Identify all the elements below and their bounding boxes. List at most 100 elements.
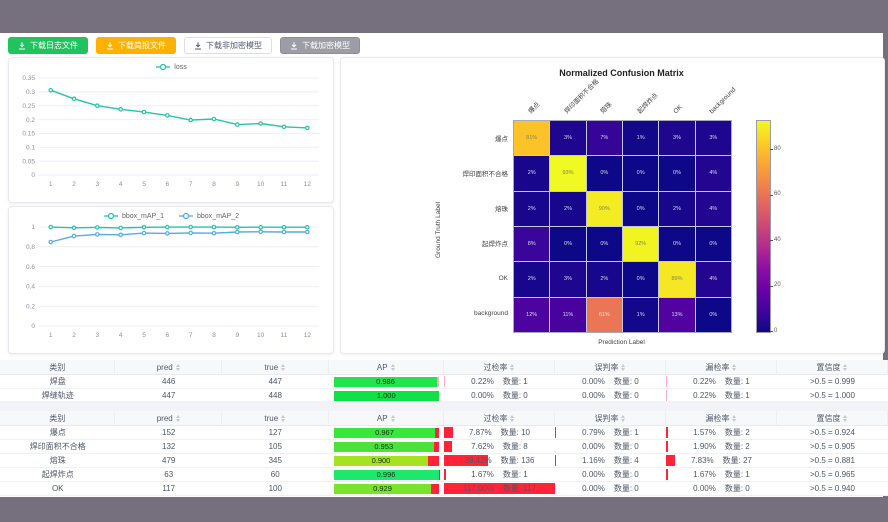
- matrix-cell-2-4: 2%: [659, 191, 695, 226]
- class-name: OK: [51, 484, 64, 493]
- legend-item-loss[interactable]: loss: [155, 63, 187, 71]
- svg-text:0: 0: [31, 323, 35, 330]
- metric-cell: 0.00% 数量: 0: [555, 482, 666, 495]
- sort-carets-icon[interactable]: [281, 414, 286, 422]
- metric-cell: 1.90% 数量: 2: [665, 440, 777, 453]
- colorbar-tick: [770, 240, 773, 242]
- metric-cell: 0.79% 数量: 1: [554, 426, 666, 439]
- legend-item-bbox_mAP_2[interactable]: bbox_mAP_2: [178, 212, 239, 220]
- table-cell: 39.42% 数量: 136: [443, 454, 555, 467]
- sort-carets-icon[interactable]: [621, 414, 626, 422]
- loss-chart-card: loss 0 0.05 0.1 0.15 0.2 0.25 0.3 0.35 1 2 3 4 5 6 7 8 9 1…: [8, 57, 334, 203]
- sort-carets-icon[interactable]: [390, 363, 395, 371]
- confidence-value: >0.5 = 0.881: [810, 456, 855, 465]
- column-header-pred[interactable]: pred: [115, 360, 222, 375]
- matrix-cell-2-5: 4%: [695, 191, 731, 226]
- table-cell: >0.5 = 0.924: [777, 426, 888, 439]
- matrix-cell-5-1: 11%: [550, 297, 586, 332]
- matrix-cell-4-0: 2%: [514, 262, 550, 297]
- legend-label: bbox_mAP_2: [197, 212, 240, 220]
- table-cell: 0.00% 数量: 0: [555, 389, 666, 402]
- svg-text:12: 12: [304, 181, 312, 188]
- ap-deficit-bar: [431, 483, 439, 494]
- table-cell: 7.62% 数量: 8: [443, 440, 555, 453]
- table-cell: 0.00% 数量: 0: [555, 375, 666, 388]
- metric-pct: 0.00%: [582, 484, 605, 493]
- table-row: 起焊炸点 63 60 0.996 1.67% 数量: 1 0.00% 数量: 0 1.67% 数量…: [0, 468, 888, 482]
- column-header-AP[interactable]: AP: [328, 411, 444, 426]
- column-header-label: true: [264, 413, 279, 423]
- window-chrome-bottom: [0, 497, 888, 522]
- confidence-value: >0.5 = 0.924: [810, 428, 855, 437]
- legend-item-bbox_mAP_1[interactable]: bbox_mAP_1: [103, 212, 164, 220]
- download-button-green[interactable]: 下载日志文件: [8, 37, 88, 54]
- column-header-label: 类别: [49, 362, 66, 372]
- sort-carets-icon[interactable]: [510, 414, 515, 422]
- table-cell: 0.00% 数量: 0: [555, 482, 666, 495]
- download-button-gray[interactable]: 下载加密模型: [280, 37, 360, 54]
- matrix-cell-5-3: 1%: [622, 297, 659, 332]
- column-header-label: 置信度: [816, 362, 841, 372]
- column-header-误判率[interactable]: 误判率: [554, 411, 666, 426]
- column-header-label: 过检率: [483, 413, 508, 423]
- sort-carets-icon[interactable]: [843, 414, 848, 422]
- column-header-置信度[interactable]: 置信度: [776, 411, 888, 426]
- column-header-true[interactable]: true: [221, 411, 329, 426]
- svg-text:10: 10: [257, 332, 265, 339]
- svg-text:0.25: 0.25: [22, 103, 35, 110]
- ap-value: 0.996: [376, 470, 396, 479]
- matrix-cell-0-1: 3%: [550, 121, 586, 156]
- column-header-置信度[interactable]: 置信度: [776, 360, 888, 375]
- download-button-plain[interactable]: 下载非加密模型: [184, 37, 272, 54]
- matrix-cell-0-3: 1%: [622, 121, 659, 156]
- download-button-orange[interactable]: 下载简报文件: [96, 37, 176, 54]
- table-cell: 448: [222, 389, 329, 402]
- sort-carets-icon[interactable]: [621, 363, 626, 371]
- sort-carets-icon[interactable]: [843, 363, 848, 371]
- sort-carets-icon[interactable]: [390, 414, 395, 422]
- true-count: 100: [268, 484, 282, 493]
- ap-value: 1.000: [376, 391, 396, 400]
- matrix-cell-0-2: 7%: [586, 121, 622, 156]
- sort-carets-icon[interactable]: [510, 363, 515, 371]
- metric-bar: [443, 469, 446, 480]
- column-header-pred[interactable]: pred: [115, 411, 222, 426]
- metric-cell: 0.00% 数量: 0: [666, 482, 777, 495]
- metric-pct: 0.00%: [582, 470, 605, 479]
- column-header-过检率[interactable]: 过检率: [443, 360, 555, 375]
- button-label: 下载简报文件: [118, 40, 166, 50]
- table-cell: 0.967: [329, 426, 444, 439]
- column-header-label: 过检率: [483, 362, 508, 372]
- matrix-cell-5-2: 61%: [586, 297, 622, 332]
- legend-marker-icon: [179, 212, 193, 220]
- column-header-过检率[interactable]: 过检率: [443, 411, 555, 426]
- sort-carets-icon[interactable]: [732, 363, 737, 371]
- table-cell: 0.00% 数量: 0: [555, 468, 666, 481]
- column-header-AP[interactable]: AP: [328, 360, 444, 375]
- legend-label: loss: [174, 63, 187, 71]
- column-header-漏检率[interactable]: 漏检率: [665, 360, 777, 375]
- sort-carets-icon[interactable]: [732, 414, 737, 422]
- confusion-matrix-card: Normalized Confusion Matrix Ground Truth…: [340, 57, 885, 354]
- table-cell: 105: [222, 440, 329, 453]
- sort-carets-icon[interactable]: [281, 363, 286, 371]
- matrix-cell-2-0: 2%: [514, 191, 550, 226]
- matrix-cell-1-2: 0%: [586, 156, 622, 191]
- column-header-误判率[interactable]: 误判率: [554, 360, 666, 375]
- matrix-cell-3-4: 0%: [659, 226, 695, 262]
- metric-cell: 0.00% 数量: 0: [555, 389, 666, 402]
- table-cell: 0.22% 数量: 1: [443, 375, 555, 388]
- column-header-true[interactable]: true: [221, 360, 329, 375]
- table-cell: 起焊炸点: [0, 468, 115, 481]
- metric-count: 数量: 27: [722, 456, 752, 465]
- matrix-cell-1-5: 4%: [695, 156, 731, 191]
- table-cell: 熔珠: [0, 454, 115, 467]
- matrix-cell-5-5: 0%: [695, 297, 731, 332]
- sort-carets-icon[interactable]: [175, 363, 180, 371]
- table-cell: 117: [115, 482, 222, 495]
- sort-carets-icon[interactable]: [175, 414, 180, 422]
- metric-bar: [665, 441, 669, 452]
- colorbar-tick: [770, 285, 773, 287]
- column-header-漏检率[interactable]: 漏检率: [665, 411, 777, 426]
- table-cell: 60: [222, 468, 329, 481]
